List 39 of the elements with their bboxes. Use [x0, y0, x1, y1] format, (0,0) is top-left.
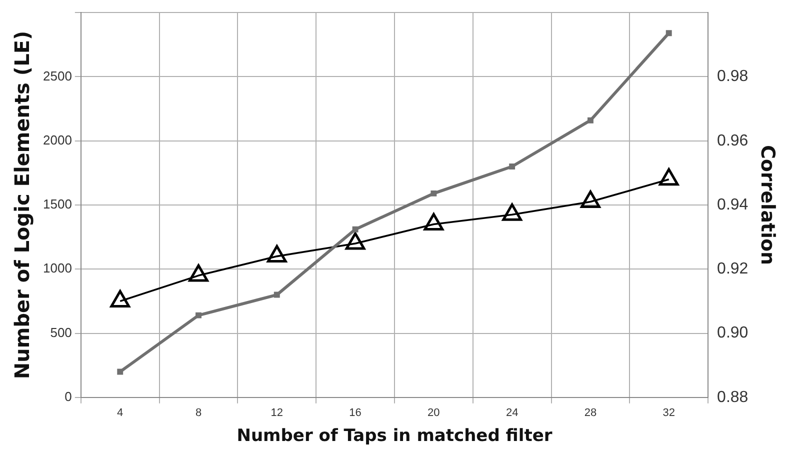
x-tick-label: 24 [506, 407, 518, 420]
point [188, 264, 208, 282]
y2-tick-label: 0.98 [717, 68, 748, 86]
y-tick-label: 1500 [43, 196, 72, 212]
point [509, 164, 516, 170]
y-tick-label: 0 [64, 388, 72, 404]
x-tick-label: 32 [662, 407, 675, 420]
y2-tick-label: 0.88 [717, 388, 748, 406]
point [110, 290, 130, 308]
point [658, 168, 679, 186]
point [666, 30, 672, 36]
y2-tick-label: 0.96 [717, 132, 748, 150]
point [266, 245, 287, 263]
y-tick-label: 2000 [43, 132, 72, 148]
point [430, 190, 437, 196]
x-axis-title: Number of Taps in matched filter [236, 426, 553, 446]
x-tick-label: 8 [195, 407, 202, 420]
point [274, 292, 280, 298]
y-tick-label: 1000 [43, 260, 72, 276]
x-tick-label: 16 [349, 407, 362, 420]
y2-tick-label: 0.92 [717, 260, 748, 278]
y2-axis-title: Correlation [756, 144, 779, 266]
point [502, 203, 522, 221]
y2-tick-label: 0.94 [717, 196, 748, 214]
x-tick-label: 4 [117, 407, 124, 420]
point [580, 190, 600, 208]
y-tick-label: 2500 [43, 68, 72, 84]
point [196, 312, 202, 318]
point [117, 368, 124, 375]
x-tick-label: 20 [428, 407, 440, 420]
point [587, 117, 594, 124]
y2-tick-label: 0.90 [717, 324, 748, 342]
x-tick-label: 12 [270, 407, 284, 420]
point [424, 212, 444, 230]
y-axis-title: Number of Logic Elements (LE) [10, 30, 34, 380]
y-tick-label: 500 [50, 324, 72, 340]
point [352, 226, 358, 232]
x-tick-label: 28 [584, 407, 597, 420]
point [345, 232, 366, 250]
